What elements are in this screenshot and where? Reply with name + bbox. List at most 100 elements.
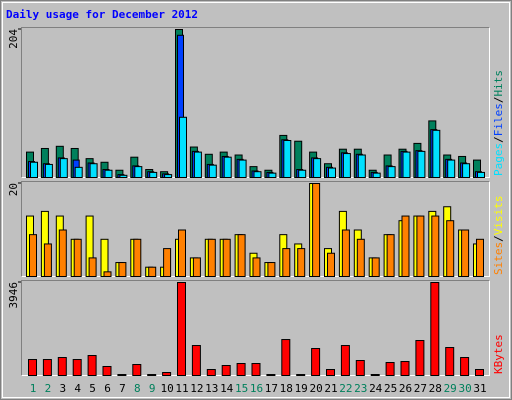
y-tick-label: 3946 xyxy=(7,282,20,309)
bar xyxy=(402,151,411,179)
bar xyxy=(223,156,232,179)
bar xyxy=(283,140,292,178)
bar xyxy=(417,150,426,179)
bar xyxy=(221,365,231,377)
bar xyxy=(251,363,261,377)
bar xyxy=(103,271,112,278)
legend: KBytes xyxy=(492,334,505,374)
bar xyxy=(386,234,395,277)
bar xyxy=(177,282,186,376)
bar xyxy=(371,257,380,277)
x-tick-label: 5 xyxy=(89,382,96,395)
y-tick-label: 204 xyxy=(7,29,20,49)
bar xyxy=(370,374,380,376)
x-tick-label: 29 xyxy=(444,382,457,395)
bar xyxy=(104,169,113,179)
bar xyxy=(236,363,246,377)
bar xyxy=(59,158,68,178)
bar xyxy=(28,359,37,377)
legend: Pages/Files/Hits xyxy=(492,70,505,176)
bar xyxy=(192,257,201,277)
x-tick-label: 11 xyxy=(175,382,188,395)
bar xyxy=(326,369,335,376)
x-tick-label: 19 xyxy=(295,382,308,395)
legend-entry: Hits xyxy=(492,70,505,97)
bar xyxy=(416,215,425,278)
bar xyxy=(342,153,351,178)
legend-entry: Files xyxy=(492,103,505,136)
bar xyxy=(72,359,82,377)
bar xyxy=(222,238,231,278)
bar xyxy=(355,360,365,377)
legend-separator: / xyxy=(492,97,505,104)
x-tick-label: 3 xyxy=(59,382,66,395)
bar xyxy=(163,248,172,278)
bar xyxy=(356,238,365,278)
x-tick-label: 10 xyxy=(160,382,173,395)
y-tick-label: 20 xyxy=(7,183,20,196)
legend-entry: KBytes xyxy=(492,334,505,374)
bar xyxy=(462,163,471,178)
x-tick-label: 7 xyxy=(119,382,126,395)
bar xyxy=(178,229,186,277)
bar xyxy=(400,361,410,377)
bars xyxy=(26,29,485,179)
bar xyxy=(340,345,350,377)
x-tick-label: 28 xyxy=(429,382,442,395)
bar xyxy=(42,359,52,377)
bar xyxy=(162,372,172,376)
panel-bevel-dark xyxy=(21,280,490,376)
panel-bevel-dark xyxy=(21,181,490,277)
bar xyxy=(132,364,142,377)
bar xyxy=(282,248,291,278)
bar xyxy=(102,365,112,376)
bar xyxy=(57,357,67,376)
bar xyxy=(476,238,484,278)
bar xyxy=(432,129,441,179)
bar xyxy=(281,339,291,376)
bar xyxy=(313,158,322,178)
bar xyxy=(208,164,217,179)
x-tick-label: 6 xyxy=(104,382,111,395)
bar xyxy=(385,362,395,377)
bar xyxy=(415,340,425,377)
bar xyxy=(252,257,261,277)
bar xyxy=(430,282,440,376)
bar xyxy=(147,374,157,376)
bar xyxy=(119,174,128,179)
bar xyxy=(117,374,127,376)
bar xyxy=(237,234,246,277)
legend-separator: / xyxy=(492,136,505,143)
x-tick-label: 24 xyxy=(369,382,383,395)
x-tick-label: 30 xyxy=(458,382,471,395)
x-tick-label: 22 xyxy=(339,382,352,395)
bar xyxy=(238,159,247,179)
x-tick-label: 9 xyxy=(149,382,156,395)
bar xyxy=(118,262,127,277)
x-tick-label: 25 xyxy=(384,382,397,395)
bar xyxy=(149,171,158,179)
x-tick-label: 2 xyxy=(45,382,52,395)
bar xyxy=(100,238,109,278)
panel xyxy=(21,27,490,178)
bar xyxy=(401,215,410,278)
bar xyxy=(44,163,53,179)
bars xyxy=(28,282,484,377)
bar xyxy=(29,234,37,277)
bar xyxy=(193,151,202,179)
panel-bevel-dark xyxy=(21,27,490,178)
x-tick-label: 16 xyxy=(250,382,263,395)
x-tick-label: 27 xyxy=(414,382,427,395)
x-tick-label: 23 xyxy=(354,382,367,395)
bar xyxy=(297,248,306,278)
bar xyxy=(43,243,52,277)
bar xyxy=(134,166,143,178)
x-tick-label: 26 xyxy=(399,382,412,395)
bar xyxy=(89,163,98,178)
bar xyxy=(445,347,455,376)
bar xyxy=(312,183,321,277)
legend-entry: Pages xyxy=(492,143,505,176)
legend: Sites/Visits xyxy=(492,196,505,276)
